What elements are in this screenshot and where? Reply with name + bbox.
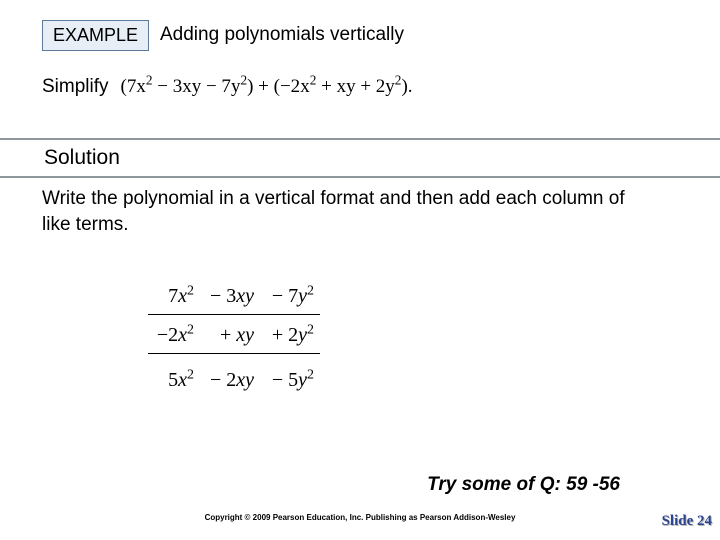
try-some-text: Try some of Q: 59 -56 (427, 474, 620, 496)
slide-title: Adding polynomials vertically (160, 24, 404, 46)
solution-explanation: Write the polynomial in a vertical forma… (42, 186, 642, 237)
copyright-text: Copyright © 2009 Pearson Education, Inc.… (0, 513, 720, 522)
solution-heading: Solution (0, 138, 720, 178)
rule-top (148, 314, 320, 315)
cell-r2c3: + 2y2 (254, 324, 314, 347)
cell-r3c3: − 5y2 (254, 369, 314, 392)
simplify-label: Simplify (42, 76, 109, 98)
example-badge: EXAMPLE (42, 20, 149, 51)
cell-r2c2: + xy (194, 324, 254, 347)
work-block: 7x2 − 3xy − 7y2 −2x2 + xy + 2y2 5x2 − 2x… (148, 282, 320, 394)
cell-r1c2: − 3xy (194, 285, 254, 308)
cell-r3c2: − 2xy (194, 369, 254, 392)
work-row-3: 5x2 − 2xy − 5y2 (148, 366, 320, 394)
rule-bottom (148, 353, 320, 354)
prompt-row: Simplify (7x2 − 3xy − 7y2) + (−2x2 + xy … (42, 76, 413, 98)
cell-r3c1: 5x2 (148, 369, 194, 392)
prompt-expression: (7x2 − 3xy − 7y2) + (−2x2 + xy + 2y2). (121, 76, 413, 98)
slide-number: Slide 24 (662, 513, 712, 530)
work-row-2: −2x2 + xy + 2y2 (148, 321, 320, 349)
work-row-1: 7x2 − 3xy − 7y2 (148, 282, 320, 310)
cell-r1c1: 7x2 (148, 285, 194, 308)
cell-r1c3: − 7y2 (254, 285, 314, 308)
cell-r2c1: −2x2 (148, 324, 194, 347)
